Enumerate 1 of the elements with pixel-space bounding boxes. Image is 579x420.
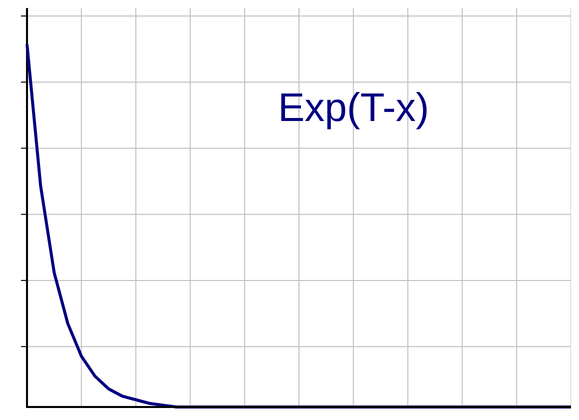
annotation: Exp(T-x) [278, 86, 430, 131]
